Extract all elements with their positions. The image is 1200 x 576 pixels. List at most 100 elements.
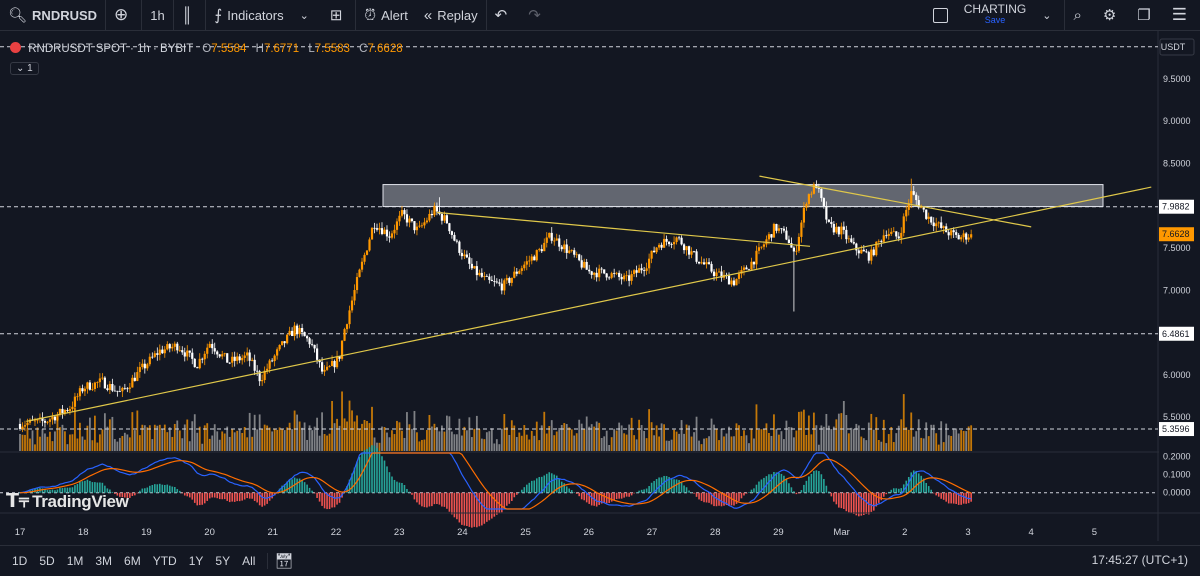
macd-histogram-bar: [56, 489, 59, 493]
volume-bar: [525, 434, 528, 451]
volume-bar: [356, 415, 358, 451]
candle-body: [875, 241, 878, 256]
candle-body: [922, 207, 925, 210]
square-icon: [932, 7, 948, 23]
range-button-1m[interactable]: 1M: [66, 554, 84, 568]
layouts-button[interactable]: ⊞: [322, 0, 357, 30]
macd-histogram-bar: [885, 492, 888, 495]
range-button-1y[interactable]: 1Y: [188, 554, 204, 568]
layout-name-button[interactable]: CHARTING Save: [956, 0, 1034, 30]
volume-bar: [610, 437, 613, 451]
candle-body: [503, 280, 506, 291]
undo-icon: ↶: [494, 7, 508, 24]
volume-bar: [790, 427, 793, 451]
candle-body: [231, 356, 234, 363]
volume-bar: [540, 425, 543, 451]
candle-body: [835, 226, 838, 233]
time-tick-label: 24: [457, 527, 468, 538]
settings-button[interactable]: ⚙︎: [1095, 0, 1129, 30]
trendline[interactable]: [26, 186, 1152, 422]
indicator-collapse-button[interactable]: ⌄ 1: [10, 62, 39, 75]
gear-icon: ⚙︎: [1102, 7, 1117, 24]
candle-body: [128, 387, 131, 389]
volume-bar: [41, 429, 44, 451]
replay-button[interactable]: « Replay: [416, 0, 487, 30]
price-axis[interactable]: USDT 9.5000 9.0000 8.5000 7.5000 7.0000 6.0000…: [1159, 31, 1200, 541]
range-button-5d[interactable]: 5D: [39, 554, 55, 568]
range-button-ytd[interactable]: YTD: [152, 554, 177, 568]
volume-bar: [468, 417, 471, 451]
macd-histogram-bar: [835, 492, 838, 505]
candle-body: [86, 382, 89, 389]
candle-body: [126, 388, 129, 390]
time-axis[interactable]: 17 18 19 20 21 22 23 24 25 26 27 28 29 Mar 2 3 4 5: [0, 512, 1200, 538]
volume-bar: [46, 436, 49, 451]
calendar-icon[interactable]: 📅︎: [274, 553, 294, 570]
macd-histogram-bar: [553, 474, 556, 493]
candle-body: [800, 222, 803, 237]
macd-histogram-bar: [403, 485, 406, 493]
volume-bar: [743, 430, 745, 451]
undo-button[interactable]: ↶: [487, 0, 521, 30]
resistance-zone-box[interactable]: [382, 184, 1104, 208]
trendline[interactable]: [437, 211, 811, 247]
macd-histogram-bar: [161, 484, 164, 493]
chart-area[interactable]: USDT 9.5000 9.0000 8.5000 7.5000 7.0000 6.0000…: [0, 31, 1200, 541]
volume-bar: [445, 415, 448, 451]
candle-body: [937, 222, 940, 224]
macd-histogram-bar: [101, 482, 104, 493]
range-button-5y[interactable]: 5Y: [215, 554, 231, 568]
macd-histogram-bar: [533, 480, 536, 493]
fullscreen-checkbox[interactable]: [925, 0, 956, 30]
indicators-dropdown[interactable]: ⌄: [292, 0, 322, 30]
candle-body: [258, 371, 261, 382]
range-button-3m[interactable]: 3M: [95, 554, 113, 568]
volume-bar: [258, 414, 261, 451]
candle-body: [585, 261, 588, 270]
quick-search-button[interactable]: ⌕: [1065, 0, 1094, 30]
candle-body: [795, 250, 798, 252]
price-chart[interactable]: USDT 9.5000 9.0000 8.5000 7.5000 7.0000 6.0000…: [0, 31, 1200, 541]
macd-histogram-bar: [233, 492, 236, 502]
candle-body: [138, 367, 141, 373]
range-button-6m[interactable]: 6M: [124, 554, 141, 568]
interval-button[interactable]: 1h: [142, 0, 174, 30]
candle-body: [198, 358, 201, 369]
range-button-all[interactable]: All: [242, 554, 256, 568]
candle-body: [672, 242, 676, 245]
price-axis-bg[interactable]: [1159, 31, 1200, 541]
volume-bar: [253, 414, 256, 451]
candle-body: [23, 425, 27, 427]
alert-button[interactable]: ⏰︎ Alert: [356, 0, 415, 30]
candle-body: [902, 216, 905, 233]
symbol-search-button[interactable]: 🔍︎ RNDRUSD: [0, 0, 107, 30]
volume-bar: [236, 430, 239, 451]
volume-bar: [34, 444, 36, 451]
macd-histogram-bar: [376, 448, 378, 493]
snapshot-button[interactable]: ❐: [1129, 0, 1163, 30]
volume-bar: [368, 423, 371, 451]
macd-histogram-bar: [813, 470, 815, 493]
compare-button[interactable]: ⊕: [106, 0, 143, 30]
menu-button[interactable]: ☰: [1164, 0, 1200, 30]
range-button-1d[interactable]: 1D: [12, 554, 28, 568]
candle-body: [405, 214, 409, 223]
volume-bar: [965, 431, 968, 451]
currency-label[interactable]: USDT: [1161, 42, 1186, 52]
macd-histogram-bar: [815, 470, 818, 493]
indicators-button[interactable]: ⨍ Indicators: [206, 0, 291, 30]
candle-body: [608, 277, 611, 279]
macd-histogram-bar: [788, 483, 790, 493]
candle-body: [96, 382, 99, 383]
candle-body: [363, 254, 366, 262]
chart-type-button[interactable]: ║: [174, 0, 207, 30]
layout-dropdown[interactable]: ⌄: [1034, 0, 1066, 30]
macd-histogram-bar: [121, 492, 124, 498]
volume-bar: [218, 439, 221, 451]
macd-histogram-bar: [256, 492, 258, 503]
redo-button[interactable]: ↷: [520, 0, 554, 30]
trendline[interactable]: [759, 175, 1032, 228]
timezone-clock[interactable]: 17:45:27 (UTC+1): [1091, 553, 1188, 567]
price-tick-label: 5.5000: [1163, 412, 1191, 422]
volume-bar: [303, 422, 306, 451]
